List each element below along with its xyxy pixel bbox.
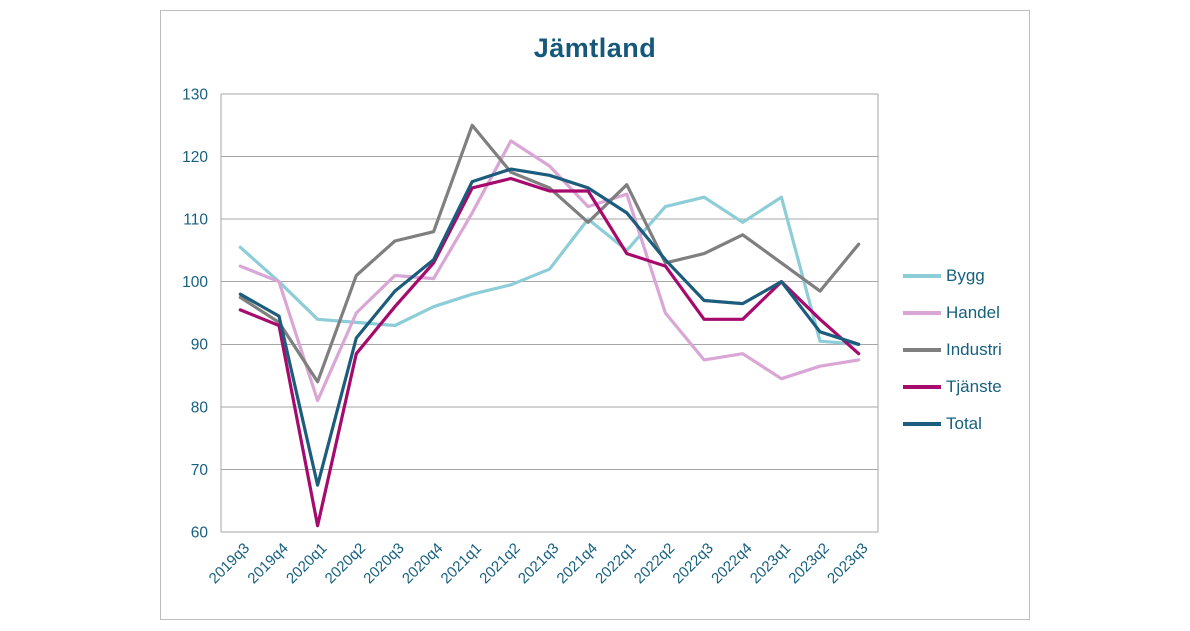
x-axis-tick-label: 2022q1 bbox=[592, 540, 639, 587]
x-axis-tick-label: 2020q1 bbox=[283, 540, 330, 587]
x-axis-tick-label: 2019q3 bbox=[206, 540, 253, 587]
x-axis-tick-label: 2023q1 bbox=[747, 540, 794, 587]
x-axis-tick-label: 2023q2 bbox=[785, 540, 832, 587]
legend-item-bygg: Bygg bbox=[903, 257, 1002, 294]
legend-swatch-line bbox=[903, 384, 941, 389]
x-axis-tick-label: 2022q4 bbox=[708, 540, 755, 587]
legend-swatch-line bbox=[903, 310, 941, 315]
y-axis-tick-label: 70 bbox=[191, 462, 209, 479]
y-axis-tick-label: 90 bbox=[191, 337, 209, 354]
x-axis-tick-label: 2020q3 bbox=[360, 540, 407, 587]
x-axis-tick-label: 2021q4 bbox=[554, 540, 601, 587]
legend: Bygg Handel Industri Tjänste Total bbox=[903, 257, 1002, 442]
y-axis-tick-label: 120 bbox=[182, 149, 208, 166]
legend-item-tjnste: Tjänste bbox=[903, 368, 1002, 405]
legend-item-handel: Handel bbox=[903, 294, 1002, 331]
y-axis-tick-label: 80 bbox=[191, 399, 209, 416]
legend-item-label: Total bbox=[946, 413, 982, 433]
chart-title: Jämtland bbox=[533, 33, 657, 63]
legend-item-label: Bygg bbox=[946, 265, 985, 285]
series-line-handel bbox=[238, 139, 861, 403]
x-axis-tick-label: 2019q4 bbox=[244, 540, 291, 587]
legend-swatch-line bbox=[903, 421, 941, 426]
x-axis-tick-label: 2021q1 bbox=[438, 540, 485, 587]
x-axis-tick-label: 2021q3 bbox=[515, 540, 562, 587]
legend-item-total: Total bbox=[903, 405, 1002, 442]
legend-item-label: Handel bbox=[946, 302, 1000, 322]
legend-swatch-line bbox=[903, 347, 941, 352]
y-axis-tick-label: 100 bbox=[182, 274, 208, 291]
y-axis-tick-label: 110 bbox=[183, 212, 208, 229]
series-line-tjnste bbox=[238, 176, 861, 528]
x-axis-tick-label: 2020q2 bbox=[322, 540, 369, 587]
series-line-industri bbox=[238, 123, 861, 384]
series-line-bygg bbox=[238, 195, 861, 346]
y-axis-tick-label: 60 bbox=[191, 524, 209, 541]
series-line-total bbox=[238, 167, 861, 487]
legend-item-industri: Industri bbox=[903, 331, 1002, 368]
x-axis-tick-label: 2022q2 bbox=[631, 540, 678, 587]
legend-swatch-line bbox=[903, 273, 941, 278]
x-axis-tick-label: 2020q4 bbox=[399, 540, 446, 587]
y-axis-tick-label: 130 bbox=[182, 86, 208, 103]
x-axis-tick-label: 2023q3 bbox=[824, 540, 871, 587]
x-axis-tick-label: 2021q2 bbox=[476, 540, 523, 587]
chart-panel: Jämtland 60 70 80 90 100 110 120 130 2019q3 2019q… bbox=[160, 10, 1030, 620]
plot-area: 607080901001101201302019q32019q42020q120… bbox=[182, 86, 879, 587]
x-axis-tick-label: 2022q3 bbox=[669, 540, 716, 587]
legend-item-label: Tjänste bbox=[946, 376, 1002, 396]
legend-item-label: Industri bbox=[946, 339, 1002, 359]
